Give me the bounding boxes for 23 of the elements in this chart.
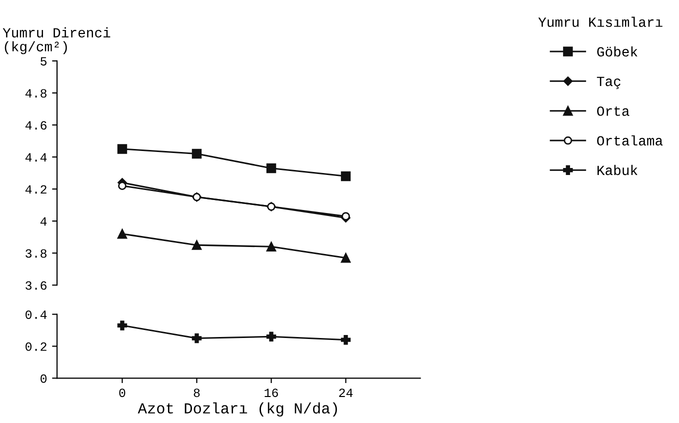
x-tick-label: 24 [339,388,353,397]
legend-label: Göbek [597,46,638,57]
y-tick-label: 0.4 [26,310,47,319]
y-tick-label: 3.6 [26,281,46,290]
y-tick-label: 4.4 [25,153,47,162]
y-tick-label: 0 [40,374,47,383]
y-tick-label: 0.2 [26,342,46,351]
legend-label: Orta [597,106,630,116]
x-axis-title: Azot Dozları (kg N/da) [138,402,337,417]
y-tick-label: 4.2 [25,185,46,194]
y-tick-label: 4.6 [25,121,46,130]
legend-label: Kabuk [598,164,638,176]
legend-label: Ortalama [597,135,663,146]
y-tick-label: 3.8 [26,249,46,258]
y-tick-label: 4.8 [25,89,46,98]
y-tick-label: 4 [40,217,47,226]
x-tick-label: 0 [119,388,126,398]
y-axis-title: Yumru Direnci (kg/cm²) [2,27,110,54]
x-tick-label: 8 [194,388,200,398]
legend-label: Taç [596,76,620,90]
x-tick-label: 16 [264,388,278,398]
legend-title: Yumru Kısımları [538,16,662,27]
y-tick-label: 5 [40,57,47,66]
